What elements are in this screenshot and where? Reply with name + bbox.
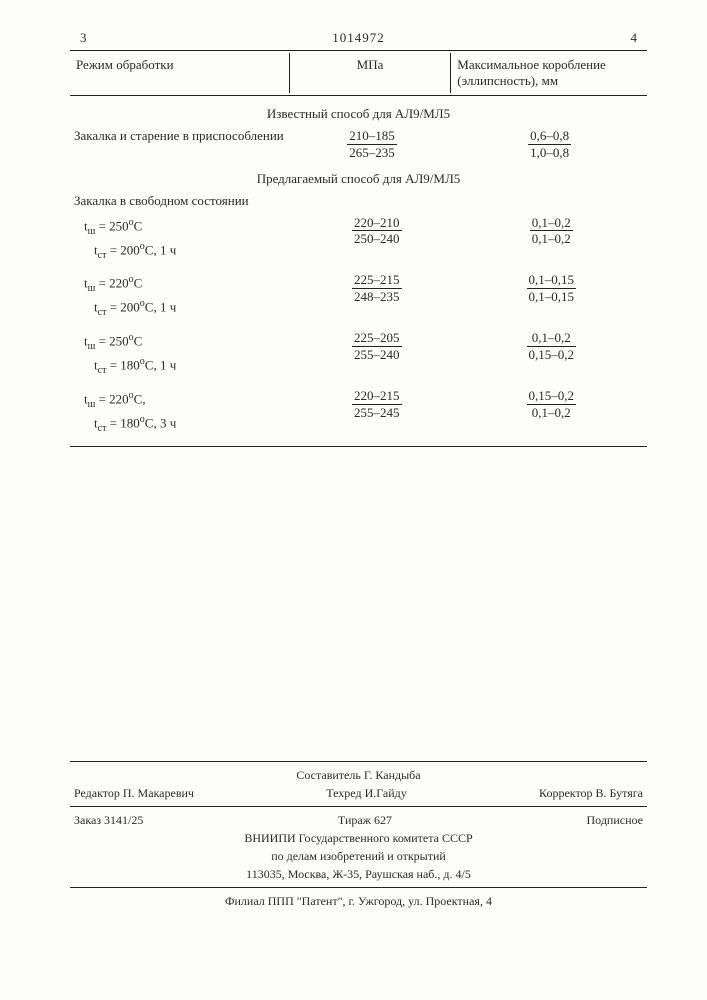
row-mpa: 220–210250–240 <box>352 215 402 247</box>
addr1: 113035, Москва, Ж-35, Раушская наб., д. … <box>70 865 647 883</box>
section1-kor: 0,6–0,8 1,0–0,8 <box>528 128 571 160</box>
row-mpa: 225–205255–240 <box>352 330 402 362</box>
corrector: Корректор В. Бутяга <box>539 784 643 802</box>
data-row: tш = 250oСtст = 200oС, 1 ч 220–210250–240… <box>70 215 647 263</box>
data-row: tш = 250oСtст = 180oС, 1 ч 225–205255–240… <box>70 330 647 378</box>
row-params: tш = 250oСtст = 200oС, 1 ч <box>70 215 298 263</box>
section1-label: Закалка и старение в приспособлении <box>70 128 292 144</box>
row-kor: 0,1–0,20,15–0,2 <box>527 330 577 362</box>
section1-row: Закалка и старение в приспособлении 210–… <box>70 128 647 161</box>
tirage: Тираж 627 <box>338 811 392 829</box>
section2-title: Предлагаемый способ для АЛ9/МЛ5 <box>70 171 647 187</box>
row-mpa: 220–215255–245 <box>352 388 402 420</box>
row-params: tш = 220oСtст = 200oС, 1 ч <box>70 272 298 320</box>
section2-label: Закалка в свободном состоянии <box>70 193 293 209</box>
order: Заказ 3141/25 <box>74 811 143 829</box>
footer: Составитель Г. Кандыба Редактор П. Макар… <box>70 757 647 910</box>
col-header-3: Максимальное коробление (эллипсность), м… <box>451 53 647 93</box>
org1: ВНИИПИ Государственного комитета СССР <box>70 829 647 847</box>
compiler: Составитель Г. Кандыба <box>70 766 647 784</box>
row-params: tш = 250oСtст = 180oС, 1 ч <box>70 330 298 378</box>
row-kor: 0,1–0,20,1–0,2 <box>530 215 573 247</box>
editor: Редактор П. Макаревич <box>74 784 194 802</box>
right-page-num: 4 <box>631 30 638 46</box>
tech: Техред И.Гайду <box>326 784 406 802</box>
row-kor: 0,15–0,20,1–0,2 <box>527 388 577 420</box>
data-row: tш = 220oС,tст = 180oС, 3 ч 220–215255–24… <box>70 388 647 436</box>
row-mpa: 225–215248–235 <box>352 272 402 304</box>
row-kor: 0,1–0,150,1–0,15 <box>527 272 577 304</box>
org2: по делам изобретений и открытий <box>70 847 647 865</box>
page-header: 3 1014972 4 <box>70 30 647 48</box>
doc-number: 1014972 <box>87 30 631 46</box>
sub: Подписное <box>587 811 644 829</box>
col-header-2: МПа <box>289 53 451 93</box>
table-header: Режим обработки МПа Максимальное коробле… <box>70 53 647 93</box>
section1-title: Известный способ для АЛ9/МЛ5 <box>70 106 647 122</box>
data-row: tш = 220oСtст = 200oС, 1 ч 225–215248–235… <box>70 272 647 320</box>
addr2: Филиал ППП "Патент", г. Ужгород, ул. Про… <box>70 892 647 910</box>
row-params: tш = 220oС,tст = 180oС, 3 ч <box>70 388 298 436</box>
col-header-1: Режим обработки <box>70 53 289 93</box>
section1-mpa: 210–185 265–235 <box>347 128 397 160</box>
